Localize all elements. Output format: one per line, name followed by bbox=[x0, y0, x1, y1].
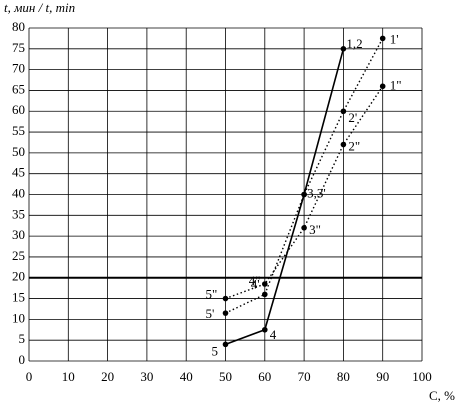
y-tick-label: 50 bbox=[12, 144, 25, 159]
y-tick-label: 75 bbox=[12, 40, 25, 55]
y-tick-label: 5 bbox=[19, 331, 26, 346]
x-tick-label: 30 bbox=[140, 369, 153, 384]
point-label: 4" bbox=[249, 273, 261, 288]
data-point bbox=[262, 291, 268, 298]
point-label: 4 bbox=[270, 327, 277, 342]
data-point bbox=[222, 310, 229, 316]
y-tick-label: 45 bbox=[12, 165, 25, 180]
point-label: 2' bbox=[348, 110, 357, 125]
data-point bbox=[301, 191, 307, 198]
data-point bbox=[301, 225, 307, 231]
x-tick-label: 80 bbox=[337, 369, 350, 384]
point-label: 1" bbox=[390, 77, 402, 92]
y-tick-label: 80 bbox=[12, 19, 25, 34]
y-axis-label: t, мин / t, min bbox=[4, 0, 75, 15]
data-point bbox=[340, 46, 347, 52]
x-tick-label: 90 bbox=[376, 369, 389, 384]
point-label: 3,3' bbox=[307, 185, 326, 200]
y-tick-label: 70 bbox=[12, 61, 25, 76]
x-tick-label: 100 bbox=[412, 369, 432, 384]
x-tick-label: 20 bbox=[101, 369, 114, 384]
y-tick-label: 0 bbox=[19, 352, 26, 367]
y-tick-label: 55 bbox=[12, 123, 25, 138]
point-label: 5' bbox=[206, 306, 215, 321]
x-tick-label: 10 bbox=[62, 369, 75, 384]
x-tick-label: 50 bbox=[219, 369, 232, 384]
data-point bbox=[222, 295, 229, 302]
data-line bbox=[225, 38, 384, 314]
y-tick-label: 30 bbox=[12, 227, 25, 242]
data-point bbox=[379, 35, 386, 42]
data-point bbox=[222, 341, 229, 348]
point-label: 3" bbox=[309, 222, 321, 237]
data-point bbox=[262, 281, 268, 287]
y-tick-label: 40 bbox=[12, 185, 25, 200]
y-tick-label: 20 bbox=[12, 269, 25, 284]
y-tick-label: 35 bbox=[12, 206, 25, 221]
x-tick-label: 70 bbox=[298, 369, 311, 384]
x-tick-label: 60 bbox=[258, 369, 271, 384]
point-label: 1,2 bbox=[346, 36, 362, 51]
point-label: 4' bbox=[251, 276, 260, 291]
x-tick-label: 0 bbox=[26, 369, 33, 384]
point-label: 1' bbox=[390, 31, 399, 46]
data-point bbox=[340, 108, 347, 115]
data-line bbox=[225, 48, 345, 346]
point-label: 2" bbox=[348, 139, 360, 154]
y-tick-label: 25 bbox=[12, 248, 25, 263]
y-tick-label: 65 bbox=[12, 81, 25, 96]
data-point bbox=[262, 326, 268, 333]
data-point bbox=[340, 141, 347, 148]
x-tick-label: 40 bbox=[180, 369, 193, 384]
y-tick-label: 10 bbox=[12, 310, 25, 325]
x-axis-label: C, % bbox=[429, 388, 455, 403]
data-point bbox=[379, 83, 386, 90]
point-label: 5" bbox=[206, 287, 218, 302]
point-label: 5 bbox=[212, 343, 219, 358]
y-tick-label: 60 bbox=[12, 102, 25, 117]
y-tick-label: 15 bbox=[12, 290, 25, 305]
